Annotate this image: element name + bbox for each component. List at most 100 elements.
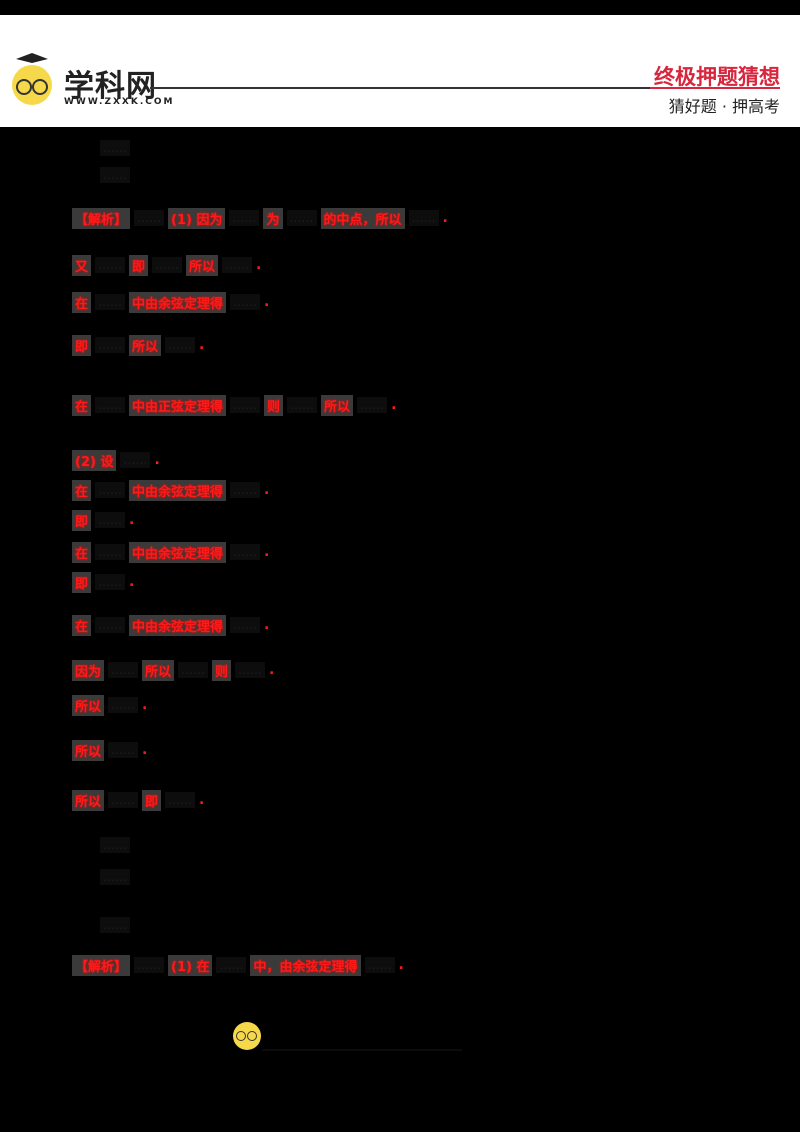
formula-text: …… xyxy=(95,574,126,590)
formula-text: …… xyxy=(108,792,139,808)
content-line: 在…… 中由余弦定理得……. xyxy=(72,614,269,636)
glasses-left-icon xyxy=(236,1031,246,1041)
formula-text: …… xyxy=(134,210,165,226)
highlight-label: 所以 xyxy=(129,334,162,356)
highlight-label: 即 xyxy=(72,509,92,531)
formula-text: …… xyxy=(230,617,261,633)
highlight-label: 即 xyxy=(72,334,92,356)
top-bar xyxy=(0,0,800,15)
highlight-label: 因为 xyxy=(72,659,105,681)
formula-text: …… xyxy=(100,140,130,156)
line-end-mark: . xyxy=(129,574,135,590)
highlight-label: 所以 xyxy=(321,394,354,416)
line-end-mark: . xyxy=(256,257,262,273)
highlight-label: 在 xyxy=(72,479,92,501)
line-end-mark: . xyxy=(142,697,148,713)
line-end-mark: . xyxy=(442,210,448,226)
formula-text: …… xyxy=(100,167,130,183)
line-end-mark: . xyxy=(154,452,160,468)
line-end-mark: . xyxy=(398,957,404,973)
line-end-mark: . xyxy=(264,294,270,310)
formula-text: …… xyxy=(95,617,126,633)
sub-slogan: 猜好题 · 押高考 xyxy=(668,97,780,116)
footer-mascot-icon xyxy=(233,1022,261,1050)
formula-text: …… xyxy=(216,957,247,973)
formula-text: …… xyxy=(165,792,196,808)
content-line: 因为…… 所以…… 则……. xyxy=(72,659,274,681)
highlight-label: 中由正弦定理得 xyxy=(129,394,227,416)
content-line: 在…… 中由正弦定理得…… 则…… 所以……. xyxy=(72,394,396,416)
formula-text: …… xyxy=(230,544,261,560)
highlight-label: 为 xyxy=(263,207,283,229)
content-line: 又…… 即…… 所以……. xyxy=(72,254,261,276)
content-line: …… xyxy=(100,914,134,936)
formula-text: …… xyxy=(165,337,196,353)
formula-text: …… xyxy=(95,544,126,560)
formula-text: …… xyxy=(357,397,388,413)
highlight-label: 【解析】 xyxy=(72,207,131,229)
formula-text: …… xyxy=(222,257,253,273)
line-end-mark: . xyxy=(129,512,135,528)
formula-text: …… xyxy=(178,662,209,678)
formula-text: …… xyxy=(95,337,126,353)
glasses-left-icon xyxy=(16,79,32,95)
highlight-label: 所以 xyxy=(72,694,105,716)
page-header: 学科网 WWW.ZXXK.COM 终极押题猜想 猜好题 · 押高考 xyxy=(0,15,800,127)
formula-text: …… xyxy=(230,397,261,413)
content-line: 在…… 中由余弦定理得……. xyxy=(72,479,269,501)
formula-text: …… xyxy=(95,397,126,413)
formula-text: …… xyxy=(152,257,183,273)
content-line: 【解析】…… (1) 在…… 中，由余弦定理得……. xyxy=(72,954,404,976)
content-line: 所以…… 即……. xyxy=(72,789,204,811)
highlight-label: (1) 因为 xyxy=(168,207,226,229)
content-line: 即……. xyxy=(72,509,134,531)
formula-text: …… xyxy=(230,294,261,310)
line-end-mark: . xyxy=(391,397,397,413)
highlight-label: 中由余弦定理得 xyxy=(129,541,227,563)
line-end-mark: . xyxy=(264,482,270,498)
content-line: …… xyxy=(100,834,134,856)
formula-text: …… xyxy=(408,210,439,226)
formula-text: …… xyxy=(95,257,126,273)
logo[interactable]: 学科网 WWW.ZXXK.COM xyxy=(8,45,172,107)
content-line: …… xyxy=(100,866,134,888)
highlight-label: 在 xyxy=(72,541,92,563)
formula-text: …… xyxy=(134,957,165,973)
formula-text: …… xyxy=(100,869,130,885)
highlight-label: 即 xyxy=(142,789,162,811)
highlight-label: 在 xyxy=(72,394,92,416)
highlight-label: 所以 xyxy=(72,739,105,761)
highlight-label: 在 xyxy=(72,614,92,636)
line-end-mark: . xyxy=(264,544,270,560)
highlight-label: 所以 xyxy=(72,789,105,811)
formula-text: …… xyxy=(235,662,266,678)
formula-text: …… xyxy=(286,210,317,226)
content-line: (2) 设……. xyxy=(72,449,160,471)
highlight-label: 的中点，所以 xyxy=(320,207,405,229)
formula-text: …… xyxy=(100,837,130,853)
highlight-label: 在 xyxy=(72,291,92,313)
highlight-label: 又 xyxy=(72,254,92,276)
content-line: …… xyxy=(100,137,134,159)
formula-text: …… xyxy=(108,662,139,678)
content-line: 即…… 所以……. xyxy=(72,334,204,356)
highlight-label: 中由余弦定理得 xyxy=(129,614,227,636)
formula-text: …… xyxy=(100,917,130,933)
line-end-mark: . xyxy=(142,742,148,758)
brand-url: WWW.ZXXK.COM xyxy=(64,97,175,107)
highlight-label: 所以 xyxy=(186,254,219,276)
content-line: 所以……. xyxy=(72,739,147,761)
highlight-label: 中，由余弦定理得 xyxy=(250,954,361,976)
highlight-label: 则 xyxy=(212,659,232,681)
highlight-label: 中由余弦定理得 xyxy=(129,291,227,313)
content-line: 即……. xyxy=(72,571,134,593)
header-rule xyxy=(150,87,780,89)
content-line: 在…… 中由余弦定理得……. xyxy=(72,291,269,313)
highlight-label: (1) 在 xyxy=(168,954,213,976)
content-line: …… xyxy=(100,164,134,186)
formula-text: …… xyxy=(108,742,139,758)
line-end-mark: . xyxy=(264,617,270,633)
header-rule-accent xyxy=(650,87,780,89)
formula-text: …… xyxy=(95,482,126,498)
glasses-right-icon xyxy=(32,79,48,95)
